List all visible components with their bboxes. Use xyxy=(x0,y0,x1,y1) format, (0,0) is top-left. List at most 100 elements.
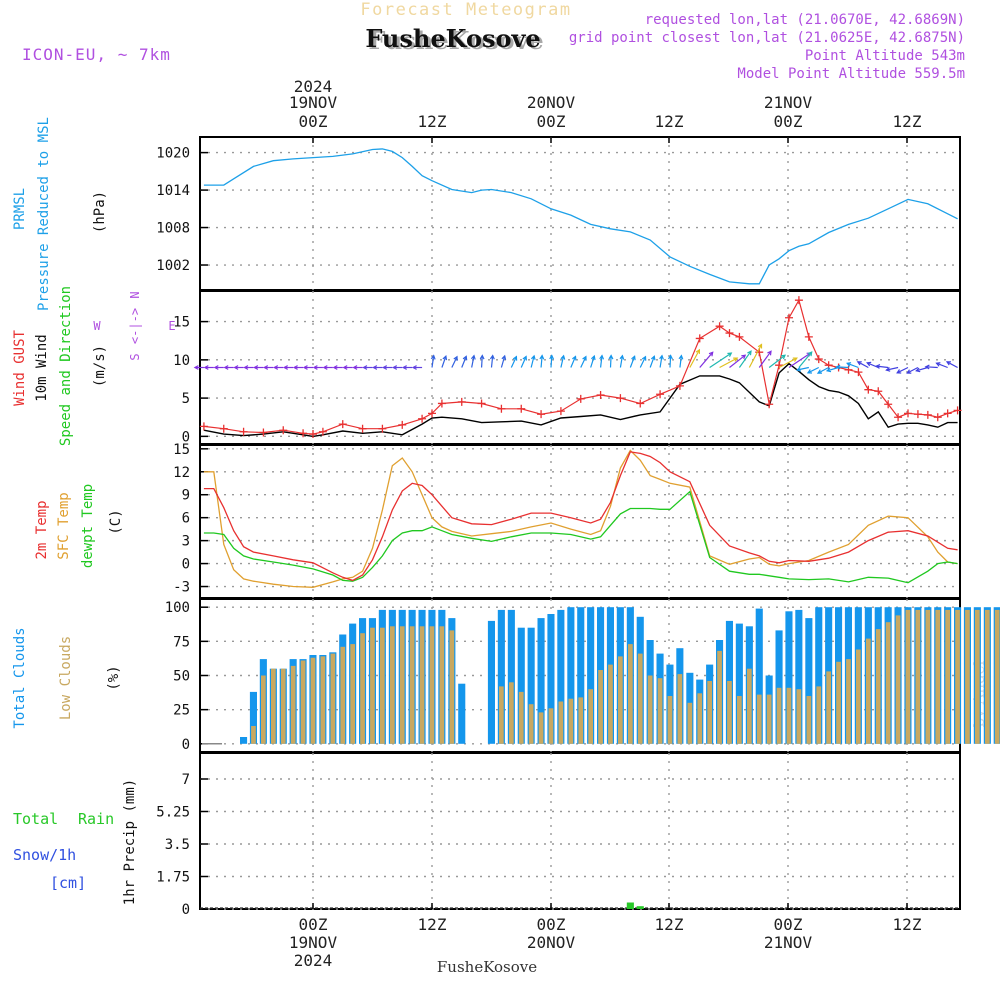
wind-direction-arrowhead xyxy=(708,351,714,357)
wind-direction-arrowhead xyxy=(924,364,930,370)
wind-direction-arrowhead xyxy=(806,369,813,374)
wind-direction-arrowhead xyxy=(342,365,348,370)
pressure-ytick-label-1: 1014 xyxy=(156,183,190,199)
total-cloud-bar xyxy=(815,607,823,744)
wind-direction-arrowhead xyxy=(530,354,536,360)
low-cloud-bar xyxy=(280,668,286,744)
low-cloud-bar xyxy=(905,609,911,744)
low-cloud-bar xyxy=(866,638,871,744)
gust-marker xyxy=(358,424,367,433)
total-cloud-bar xyxy=(527,627,535,744)
cloud-ytick-label-4: 0 xyxy=(182,737,190,753)
top-hour-3: 00Z xyxy=(537,112,566,131)
bottom-hour-1: 00Z xyxy=(299,915,328,934)
low-cloud-bar xyxy=(330,653,336,744)
gust-marker xyxy=(418,414,427,423)
gust-marker xyxy=(785,313,793,322)
precip-ytick-label-2: 3.5 xyxy=(165,837,190,853)
pressure-ytick-label-0: 1020 xyxy=(156,146,190,162)
precip-ytick-label-0: 7 xyxy=(182,772,190,788)
wind-direction-arrowhead xyxy=(193,365,199,370)
wind-direction-arrowhead xyxy=(906,369,912,374)
low-cloud-bar xyxy=(628,644,633,744)
wind-direction-arrowhead xyxy=(479,354,485,360)
wind-direction-arrow xyxy=(936,362,948,369)
cloud-ytick-label-2: 50 xyxy=(173,669,190,685)
wind-direction-arrowhead xyxy=(302,365,308,370)
top-day-1: 19NOV xyxy=(289,93,338,112)
wind-direction-arrow xyxy=(530,355,535,368)
location-title-shadow: FusheKosove xyxy=(368,26,543,55)
wind-direction-arrow xyxy=(590,355,595,368)
gust-marker xyxy=(794,296,803,305)
wind-direction-arrow xyxy=(471,355,475,368)
wind-direction-arrow xyxy=(836,366,849,369)
temp-ytick-label-2: 9 xyxy=(182,488,190,504)
cloud-label-total: Total Clouds xyxy=(12,627,28,728)
wind-direction-arrowhead xyxy=(757,343,763,349)
gust-marker xyxy=(725,329,734,338)
wind-direction-arrowhead xyxy=(667,354,673,360)
wind-direction-arrowhead xyxy=(489,354,495,360)
low-cloud-bar xyxy=(499,686,504,744)
gust-marker xyxy=(457,397,466,406)
low-cloud-bar xyxy=(271,668,276,744)
low-cloud-bar xyxy=(747,668,752,744)
low-cloud-bar xyxy=(856,649,861,744)
location-title: FusheKosove xyxy=(365,24,540,53)
low-cloud-bar xyxy=(578,697,584,744)
gust-marker xyxy=(596,391,605,400)
gust-marker xyxy=(537,410,546,419)
wind-direction-arrowhead xyxy=(292,365,298,370)
wind-direction-arrow xyxy=(580,356,587,368)
temp-ytick-label-3: 6 xyxy=(182,511,190,527)
gust-marker xyxy=(219,424,228,433)
gust-marker xyxy=(398,420,407,429)
wind-direction-arrowhead xyxy=(470,354,476,360)
wind-label-gust: Wind GUST xyxy=(12,330,28,406)
wind-direction-arrow xyxy=(896,366,909,374)
gust-marker xyxy=(338,420,347,429)
wind-direction-arrow xyxy=(431,355,435,368)
low-cloud-bar xyxy=(697,693,703,744)
wind-direction-arrowhead xyxy=(727,352,733,357)
low-cloud-bar xyxy=(945,609,950,744)
low-cloud-bar xyxy=(895,615,901,744)
low-cloud-bar xyxy=(965,609,970,744)
pressure-panel-frame xyxy=(199,136,961,291)
top-hour-2: 12Z xyxy=(418,112,447,131)
closest-coords: grid point closest lon,lat (21.0625E, 42… xyxy=(569,30,965,46)
low-cloud-bar xyxy=(439,626,445,744)
wind-direction-arrowhead xyxy=(945,361,951,366)
footer-location: FusheKosove xyxy=(437,958,537,976)
wind-direction-arrowhead xyxy=(560,354,566,360)
wind-direction-arrow xyxy=(826,366,839,372)
wind-direction-arrow xyxy=(699,351,714,368)
wind-direction-arrowhead xyxy=(203,365,209,370)
precip-label-snow: Snow/1h xyxy=(13,846,76,864)
gust-marker xyxy=(299,429,308,438)
wind-direction-arrow xyxy=(451,356,458,368)
low-cloud-bar xyxy=(975,609,980,744)
gust-marker xyxy=(854,368,863,377)
top-day-3: 21NOV xyxy=(764,93,813,112)
low-cloud-bar xyxy=(727,681,732,744)
temp-label-sfc: SFC Temp xyxy=(56,492,72,559)
cloud-ytick-label-1: 75 xyxy=(173,634,190,650)
gust-marker xyxy=(874,387,883,396)
wind-direction-arrow xyxy=(500,355,506,368)
wind-direction-arrow xyxy=(669,355,672,368)
gust-marker xyxy=(864,385,873,394)
requested-coords: requested lon,lat (21.0670E, 42.6869N) xyxy=(645,12,965,28)
low-cloud-bar xyxy=(598,670,603,744)
pressure-label-prmsl: PRMSL xyxy=(12,188,28,230)
low-cloud-bar xyxy=(429,626,435,744)
wind-direction-arrow xyxy=(609,355,612,368)
rain-bar xyxy=(626,902,634,909)
wind-direction-arrowhead xyxy=(501,354,507,361)
wind-direction-arrowhead xyxy=(631,355,636,361)
precip-label-cm: [cm] xyxy=(50,874,86,892)
wind-direction-arrow xyxy=(857,361,869,369)
wind-direction-arrow xyxy=(599,355,603,368)
